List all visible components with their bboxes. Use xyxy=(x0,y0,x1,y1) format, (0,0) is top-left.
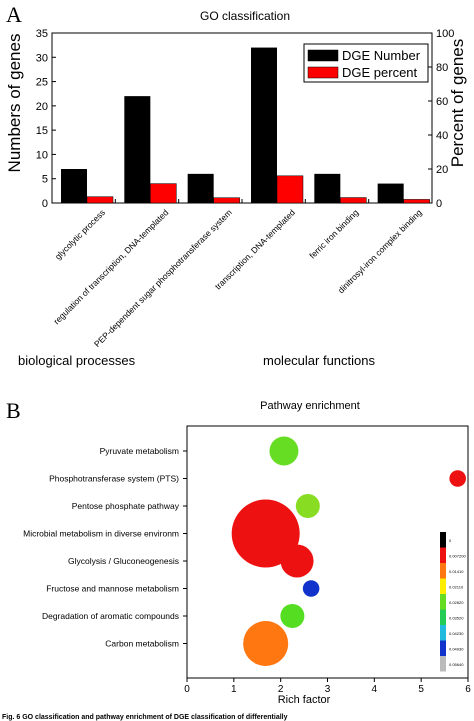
go-bar-chart: 0 5 10 15 20 25 30 35 0 20 40 60 80 100 glycolytic pro… xyxy=(36,28,455,349)
group-label-biological: biological processes xyxy=(18,353,136,368)
pathway-bubble xyxy=(231,499,300,568)
group-label-molecular: molecular functions xyxy=(263,353,375,368)
chart-a-title: GO classification xyxy=(200,9,290,23)
xtick-label-b: 2 xyxy=(278,684,284,695)
colorbar-label: 0 xyxy=(449,538,452,543)
colorbar-segment xyxy=(440,609,446,625)
chart-a-ylabel-right: Percent of genes xyxy=(448,39,467,168)
bar-dge-number xyxy=(314,173,341,203)
colorbar-segment xyxy=(440,532,446,548)
colorbar-label: 0.05640 xyxy=(449,662,464,667)
colorbar: 0 0.007200 0.01410 0.02110 0.02820 0.03520 0.0… xyxy=(440,532,466,672)
ytick-label-right: 100 xyxy=(436,28,454,40)
colorbar-label: 0.007200 xyxy=(449,554,466,559)
ytick-label-left: 20 xyxy=(36,101,48,113)
chart-b-title: Pathway enrichment xyxy=(260,400,360,412)
xtick-label-b: 6 xyxy=(465,684,471,695)
ytick-label-left: 30 xyxy=(36,52,48,64)
bar-dge-percent xyxy=(213,197,240,204)
pathway-bubble xyxy=(280,544,314,578)
bar-dge-percent xyxy=(340,197,367,204)
colorbar-segment xyxy=(440,594,446,610)
ytick-label-right: 20 xyxy=(436,164,448,176)
bar-dge-number xyxy=(251,47,277,204)
ytick-label-left: 15 xyxy=(36,125,48,137)
category-label: glycolytic process xyxy=(53,207,107,261)
category-label: PEP-dependent sugar phosphotransferase s… xyxy=(92,207,234,349)
colorbar-label: 0.04230 xyxy=(449,631,464,636)
bar-dge-number xyxy=(61,169,87,203)
panel-label-a: A xyxy=(6,2,22,27)
xtick-label-b: 3 xyxy=(325,684,331,695)
colorbar-label: 0.01410 xyxy=(449,569,464,574)
pathway-bubble xyxy=(302,580,320,597)
ytick-label-left: 35 xyxy=(36,28,48,40)
colorbar-label: 0.02110 xyxy=(449,585,464,590)
bar-dge-percent xyxy=(403,199,430,204)
colorbar-segment xyxy=(440,625,446,641)
bar-dge-number xyxy=(124,96,151,203)
panel-label-b: B xyxy=(6,398,21,423)
pathway-label: Microbial metabolism in diverse environm xyxy=(23,529,179,539)
bar-dge-number xyxy=(187,173,214,203)
ytick-label-right: 0 xyxy=(436,198,442,210)
ytick-label-left: 0 xyxy=(42,198,48,210)
pathway-label: Glycolysis / Gluconeogenesis xyxy=(68,556,179,566)
pathway-label: Fructose and mannose metabolism xyxy=(46,584,179,594)
figure-caption: Fig. 6 GO classification and pathway enr… xyxy=(2,714,288,721)
pathway-label: Pyruvate metabolism xyxy=(100,446,179,456)
pathway-bubble-chart: Pyruvate metabolism Phosphotransferase sy… xyxy=(23,425,471,695)
bar-dge-number xyxy=(377,183,404,203)
pathway-bubble xyxy=(449,470,466,487)
ytick-label-left: 25 xyxy=(36,77,48,89)
xtick-label-b: 0 xyxy=(184,684,190,695)
xtick-label-b: 5 xyxy=(418,684,424,695)
colorbar-segment xyxy=(440,656,446,672)
pathway-bubble xyxy=(243,621,289,666)
bar-dge-percent xyxy=(150,183,177,204)
colorbar-segment xyxy=(440,640,446,656)
category-label: regulation of transcription, DNA-templat… xyxy=(51,207,170,326)
legend-swatch xyxy=(307,49,339,62)
colorbar-label: 0.02820 xyxy=(449,600,464,605)
pathway-label: Degradation of aromatic compounds xyxy=(42,611,179,621)
pathway-bubble xyxy=(280,604,305,628)
pathway-label: Carbon metabolism xyxy=(105,639,179,649)
pathway-bubble xyxy=(269,436,299,466)
ytick-label-right: 80 xyxy=(436,62,448,74)
colorbar-segment xyxy=(440,563,446,579)
legend-label: DGE Number xyxy=(342,48,421,63)
legend: DGE Number DGE percent xyxy=(303,43,429,83)
bar-dge-percent xyxy=(276,175,304,204)
chart-a-ylabel: Numbers of genes xyxy=(5,34,24,173)
chart-b-xlabel: Rich factor xyxy=(278,694,331,706)
colorbar-segment xyxy=(440,547,446,563)
legend-swatch xyxy=(307,66,339,79)
pathway-bubble xyxy=(295,494,320,518)
colorbar-segment xyxy=(440,578,446,594)
ytick-label-right: 60 xyxy=(436,96,448,108)
bar-dge-percent xyxy=(86,196,114,204)
colorbar-label: 0.03520 xyxy=(449,616,464,621)
colorbar-label: 0.04930 xyxy=(449,647,464,652)
ytick-label-right: 40 xyxy=(436,130,448,142)
pathway-label: Pentose phosphate pathway xyxy=(72,501,180,511)
category-label: ferric iron binding xyxy=(307,207,360,260)
pathway-label: Phosphotransferase system (PTS) xyxy=(49,474,179,484)
ytick-label-left: 5 xyxy=(42,174,48,186)
xtick-label-b: 4 xyxy=(372,684,378,695)
xtick-label-b: 1 xyxy=(231,684,237,695)
legend-label: DGE percent xyxy=(342,65,418,80)
ytick-label-left: 10 xyxy=(36,149,48,161)
plot-frame-b xyxy=(186,425,469,679)
